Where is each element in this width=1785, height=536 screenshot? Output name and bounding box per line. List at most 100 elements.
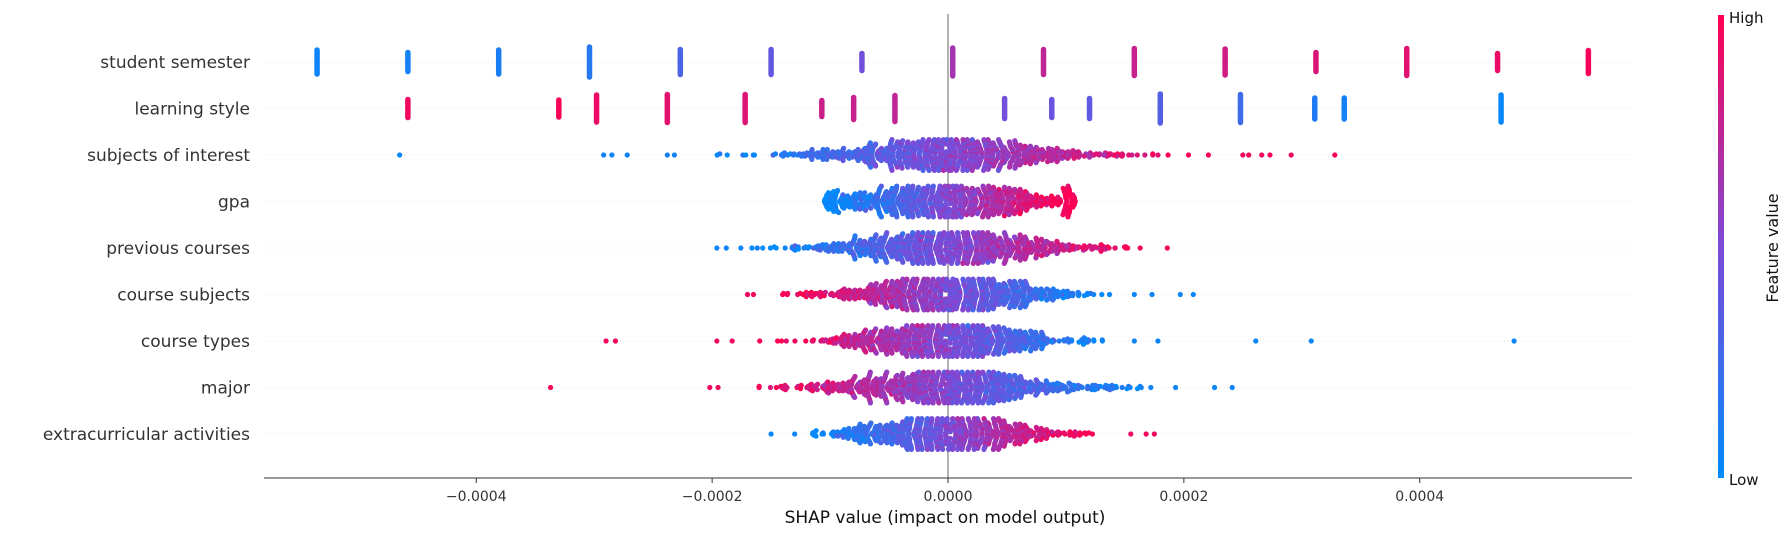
data-point xyxy=(868,205,874,211)
data-point xyxy=(965,307,971,313)
data-point xyxy=(723,245,729,251)
data-point xyxy=(878,214,884,220)
data-point xyxy=(857,206,863,212)
data-point xyxy=(915,213,922,219)
data-point xyxy=(782,245,788,251)
data-point xyxy=(1054,238,1060,244)
data-point xyxy=(969,167,975,173)
data-point xyxy=(806,244,812,250)
data-point xyxy=(975,260,981,266)
data-point xyxy=(935,137,942,143)
data-point xyxy=(1012,138,1018,144)
data-point xyxy=(915,230,921,236)
data-point xyxy=(1134,152,1140,158)
data-point xyxy=(894,183,900,189)
data-point xyxy=(953,137,959,143)
data-point xyxy=(954,230,961,236)
data-point xyxy=(945,231,951,237)
data-point xyxy=(985,230,991,236)
data-point xyxy=(1150,151,1156,157)
data-point xyxy=(878,145,885,151)
data-point xyxy=(624,152,630,158)
data-point xyxy=(1054,145,1060,151)
data-point xyxy=(997,254,1003,260)
data-point xyxy=(945,258,951,264)
data-point xyxy=(1101,152,1107,158)
data-point xyxy=(941,260,947,266)
data-point xyxy=(985,183,992,189)
data-point xyxy=(965,323,971,329)
data-point xyxy=(960,353,966,359)
data-point xyxy=(964,212,970,218)
data-point xyxy=(975,230,982,236)
data-point xyxy=(937,183,943,189)
data-point xyxy=(884,325,890,331)
data-point xyxy=(822,289,828,295)
data-point xyxy=(754,245,760,251)
data-point xyxy=(841,145,847,151)
data-point xyxy=(996,137,1002,143)
data-point xyxy=(878,157,884,164)
data-point xyxy=(878,183,884,189)
data-point xyxy=(900,231,906,237)
data-point xyxy=(920,167,926,173)
data-point xyxy=(1011,234,1018,240)
data-point xyxy=(930,323,936,329)
data-point xyxy=(889,278,895,284)
data-point xyxy=(1288,152,1294,158)
data-point xyxy=(920,260,926,266)
data-point xyxy=(980,167,987,173)
data-point xyxy=(785,290,791,296)
data-point xyxy=(925,183,931,189)
data-point xyxy=(1022,256,1028,262)
data-point xyxy=(873,232,879,238)
data-point xyxy=(944,137,950,143)
data-point xyxy=(889,167,895,173)
data-point xyxy=(888,236,895,242)
data-point xyxy=(671,152,678,158)
data-point xyxy=(1044,159,1051,165)
data-point xyxy=(1033,235,1039,241)
data-point xyxy=(1081,153,1087,159)
data-point xyxy=(862,190,868,196)
data-point xyxy=(792,338,798,344)
data-point xyxy=(857,190,863,196)
data-point xyxy=(930,230,936,236)
data-point xyxy=(873,280,879,287)
data-point xyxy=(914,307,920,313)
data-point xyxy=(925,214,932,220)
data-point xyxy=(976,276,982,282)
data-point xyxy=(936,167,942,173)
data-point xyxy=(867,140,873,146)
data-point xyxy=(1065,183,1071,189)
data-point xyxy=(964,137,970,143)
data-point xyxy=(970,323,976,329)
data-point xyxy=(910,140,916,146)
data-point xyxy=(986,276,992,282)
data-point xyxy=(919,353,926,359)
data-point xyxy=(872,301,879,307)
data-point xyxy=(724,152,730,158)
data-point xyxy=(873,326,879,332)
data-point xyxy=(1001,230,1008,236)
data-point xyxy=(862,207,869,213)
data-point xyxy=(1011,278,1017,284)
data-point xyxy=(905,214,911,220)
data-point xyxy=(985,214,991,220)
data-point xyxy=(930,276,936,282)
data-point xyxy=(609,152,615,158)
data-point xyxy=(738,245,744,251)
data-point xyxy=(930,214,936,220)
data-point xyxy=(664,152,670,158)
data-point xyxy=(1126,152,1132,158)
data-point xyxy=(1044,286,1050,292)
data-point xyxy=(852,191,858,197)
data-point xyxy=(868,164,874,170)
data-point xyxy=(947,153,954,159)
data-point xyxy=(1006,212,1012,218)
data-point xyxy=(1017,278,1023,284)
data-point xyxy=(960,323,966,329)
data-point xyxy=(996,211,1002,217)
data-point xyxy=(1164,245,1170,251)
data-point xyxy=(954,260,960,266)
